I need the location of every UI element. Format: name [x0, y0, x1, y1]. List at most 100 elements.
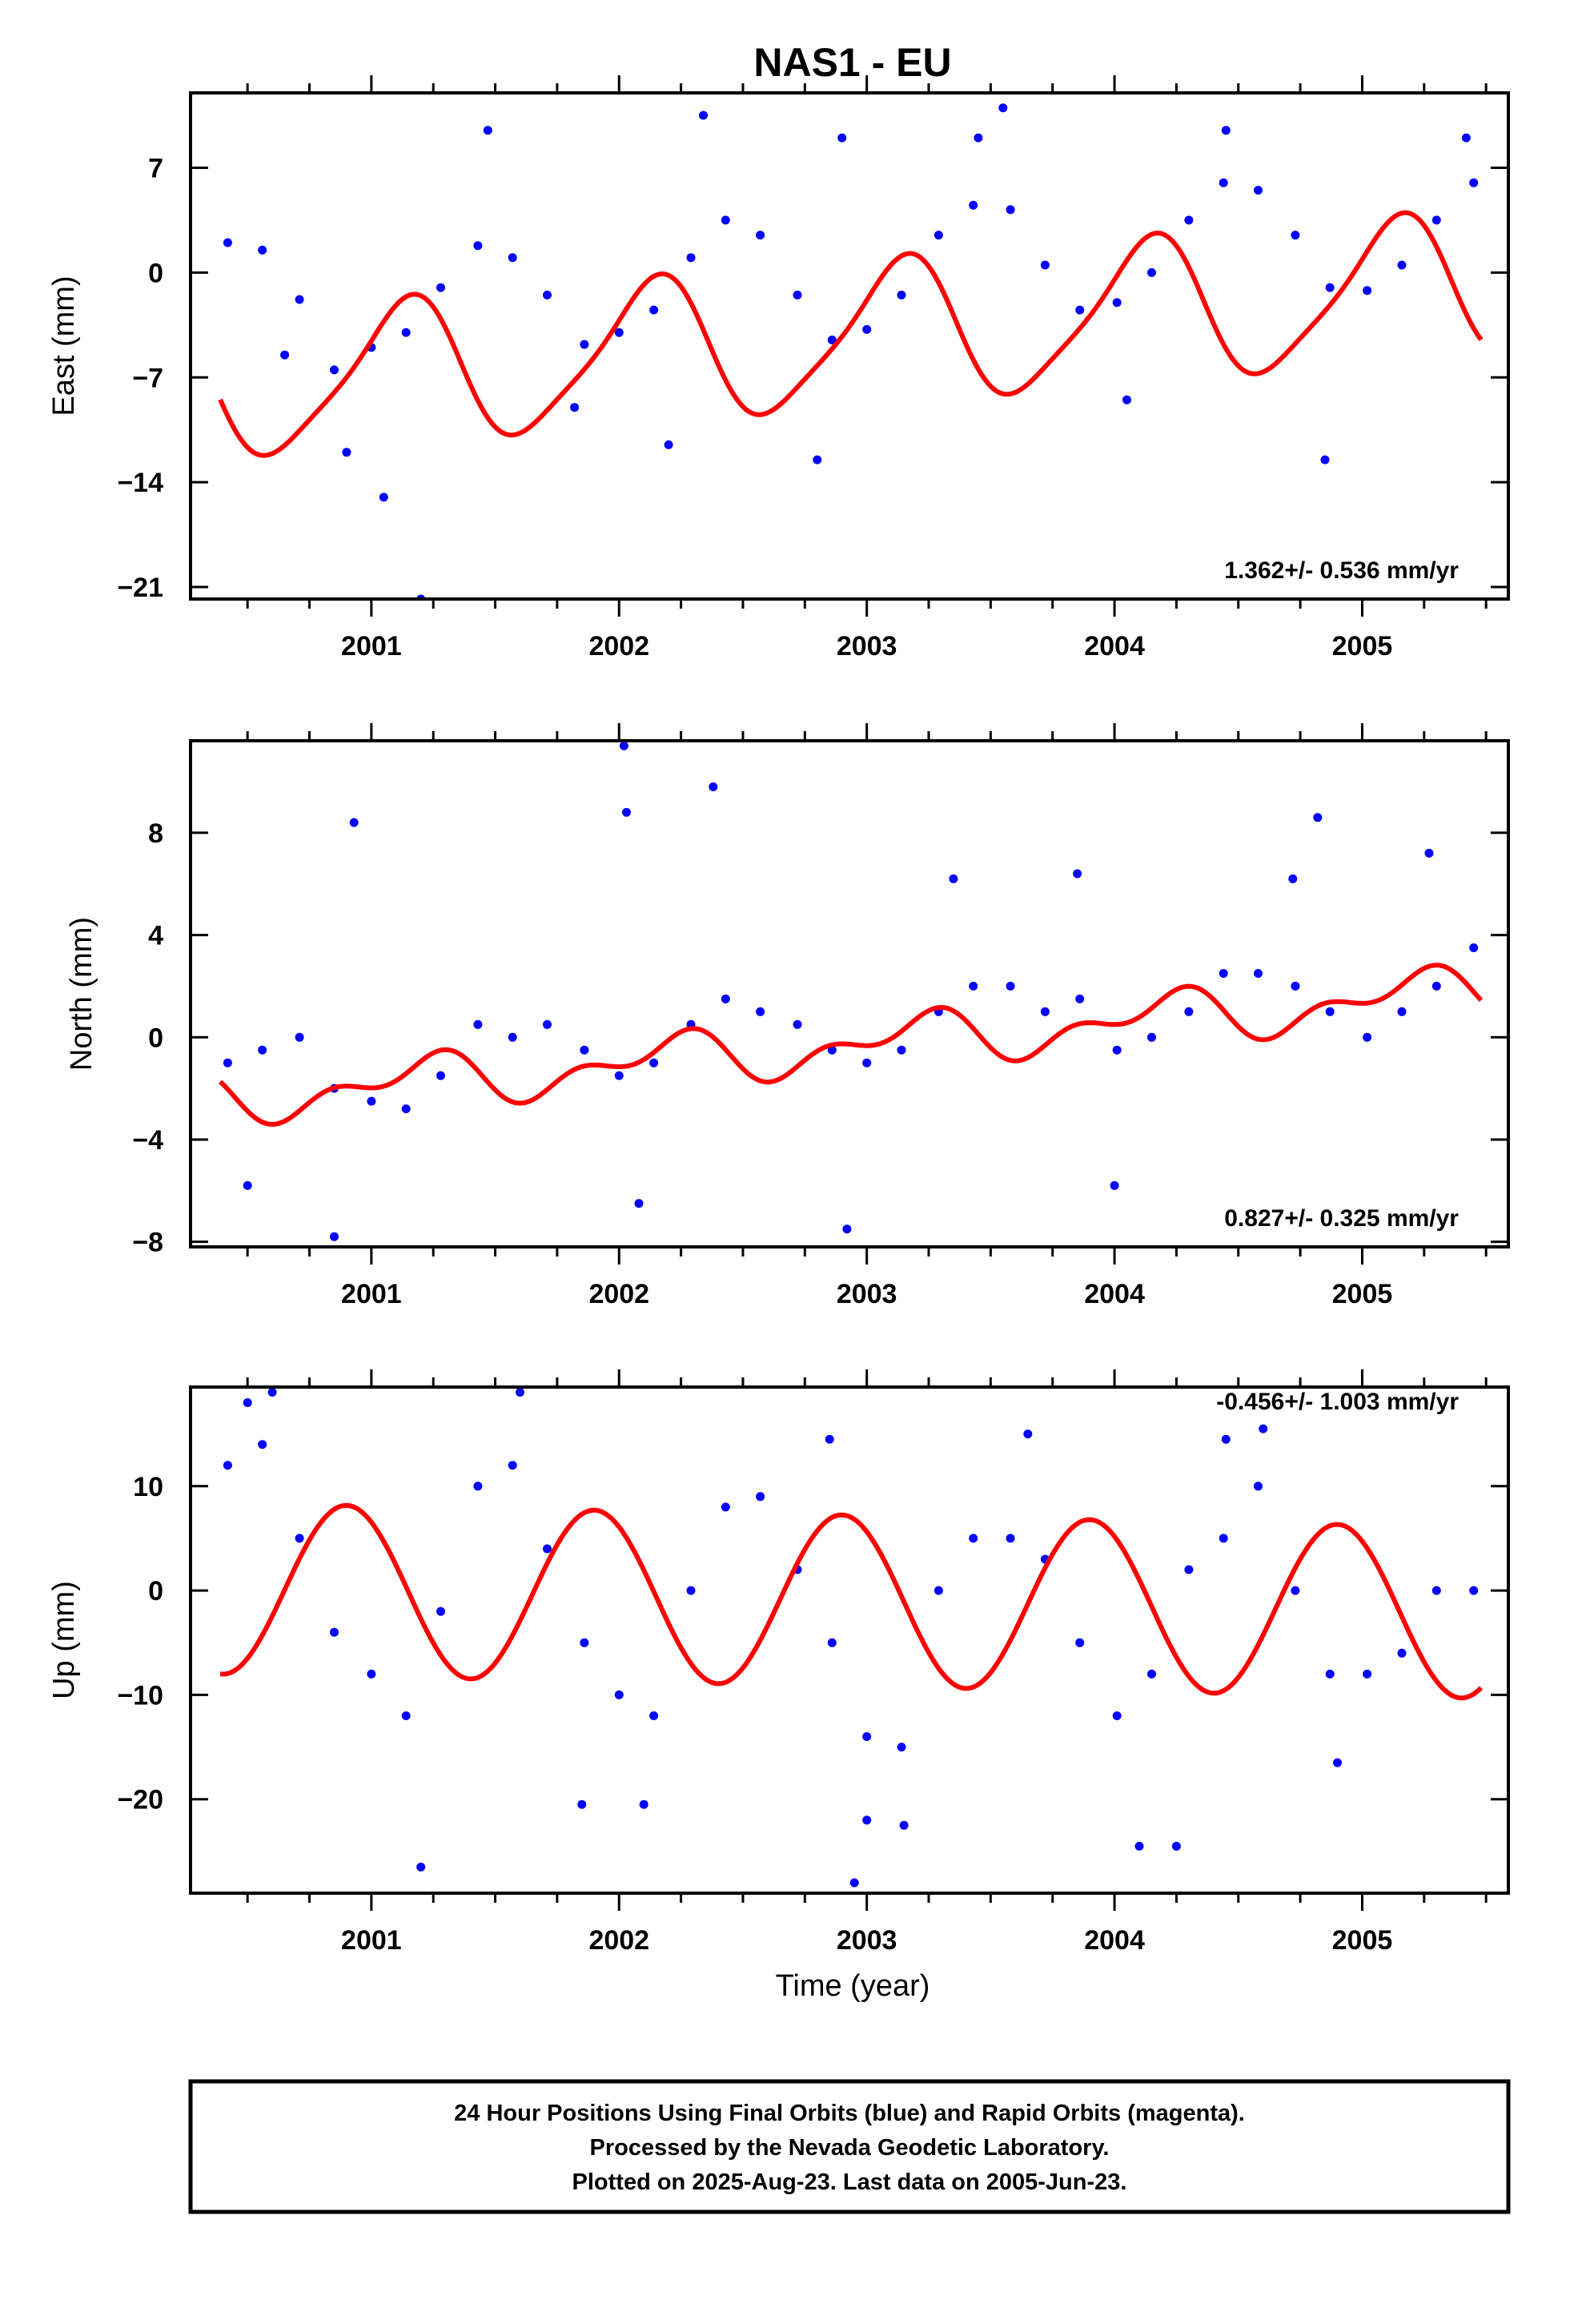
data-point [379, 493, 388, 502]
data-point [483, 126, 492, 135]
data-point [436, 1071, 445, 1080]
data-point [1219, 969, 1228, 978]
data-point [508, 1032, 517, 1042]
data-point [543, 290, 552, 300]
rate-label: -0.456+/- 1.003 mm/yr [1216, 1389, 1459, 1415]
data-point [709, 782, 718, 791]
data-point [1023, 1429, 1033, 1439]
data-point [849, 1878, 859, 1888]
y-tick-label: 0 [148, 1023, 163, 1053]
data-point [827, 336, 837, 344]
data-point [349, 818, 359, 827]
x-tick-label: 2002 [588, 1925, 649, 1956]
data-point [1431, 215, 1441, 225]
data-point [1184, 215, 1194, 225]
fit-curve [219, 963, 1484, 1128]
y-tick-label: −8 [132, 1228, 163, 1258]
data-point [223, 1058, 232, 1068]
y-tick-label: −7 [132, 363, 163, 393]
data-point [897, 1743, 906, 1752]
data-point [1333, 1758, 1342, 1767]
data-point [330, 1627, 339, 1637]
data-point [1469, 178, 1479, 187]
data-point [756, 1492, 765, 1502]
data-point [1469, 943, 1479, 952]
data-point [756, 1007, 765, 1016]
data-point [793, 1019, 802, 1029]
y-tick-label: 10 [133, 1472, 163, 1502]
data-point [862, 1732, 872, 1741]
data-point [280, 350, 290, 360]
data-point [516, 1388, 524, 1397]
x-tick-label: 2003 [837, 1925, 897, 1956]
y-axis-label: East (mm) [47, 275, 81, 416]
data-point [1469, 1586, 1479, 1595]
y-tick-label: 8 [148, 818, 163, 849]
plot-frame [189, 91, 1510, 601]
data-point [436, 283, 445, 292]
data-point [1325, 1669, 1335, 1679]
x-tick-label: 2004 [1084, 631, 1145, 661]
data-point [1461, 133, 1471, 143]
data-point [756, 231, 765, 240]
up-panel: 10 0 −10 −20 2001 2002 2003 2004 2005 Up (mm) -0.4… [47, 1369, 1510, 1956]
data-point [1320, 455, 1330, 464]
y-tick-label: −20 [117, 1785, 163, 1815]
fit-curve [218, 210, 1484, 458]
data-point [258, 1045, 267, 1055]
data-point [825, 1434, 834, 1444]
x-tick-label: 2002 [588, 1279, 649, 1309]
data-point [1424, 848, 1434, 858]
data-point [862, 1058, 872, 1068]
data-point [969, 981, 978, 991]
x-tick-label: 2001 [341, 1925, 402, 1956]
caption-frame [188, 2079, 1511, 2214]
x-tick-label: 2003 [837, 631, 897, 661]
y-tick-label: −14 [117, 468, 163, 498]
north-panel: 8 4 0 −4 −8 2001 2002 2003 2004 2005 North (mm) 0.8… [65, 723, 1510, 1309]
x-tick-label: 2003 [837, 1279, 897, 1309]
data-point [969, 200, 978, 210]
data-point [842, 1224, 852, 1234]
caption-line-3: Plotted on 2025-Aug-23. Last data on 200… [572, 2169, 1127, 2195]
data-point [1110, 1180, 1119, 1190]
data-point [1075, 1638, 1085, 1647]
x-tick-label: 2001 [341, 1279, 402, 1309]
y-tick-label: −10 [117, 1680, 163, 1711]
data-point [634, 1199, 644, 1208]
fit-curve [219, 1502, 1484, 1701]
data-point [367, 1669, 376, 1679]
data-point [862, 324, 872, 334]
data-point [1075, 305, 1085, 315]
data-point [1254, 969, 1263, 978]
x-tick-label: 2004 [1084, 1925, 1145, 1956]
y-tick-label: 0 [148, 1576, 163, 1606]
data-point [1254, 1482, 1263, 1491]
plot-frame [189, 739, 1510, 1248]
y-axis-label: North (mm) [65, 917, 98, 1071]
y-tick-label: 0 [148, 258, 163, 288]
data-point [614, 328, 624, 337]
x-tick-label: 2005 [1332, 1279, 1393, 1309]
data-point [508, 1461, 517, 1470]
data-point [1363, 1669, 1372, 1679]
x-tick-label: 2005 [1332, 1925, 1393, 1956]
data-point [401, 328, 411, 337]
x-tick-label: 2004 [1084, 1279, 1145, 1309]
caption-box: 24 Hour Positions Using Final Orbits (bl… [188, 2079, 1511, 2214]
x-tick-label: 2002 [588, 631, 649, 661]
data-point [330, 1232, 339, 1241]
data-point [342, 448, 351, 457]
data-point [998, 103, 1008, 113]
data-point [1122, 395, 1131, 404]
y-tick-label: 7 [148, 153, 163, 183]
data-point [295, 1534, 304, 1543]
rate-label: 0.827+/- 0.325 mm/yr [1224, 1205, 1459, 1232]
data-point [1431, 981, 1441, 991]
y-tick-label: 4 [148, 921, 163, 951]
data-point [897, 290, 906, 300]
data-point [1221, 126, 1231, 135]
data-point [295, 1032, 304, 1042]
data-point [934, 231, 943, 240]
